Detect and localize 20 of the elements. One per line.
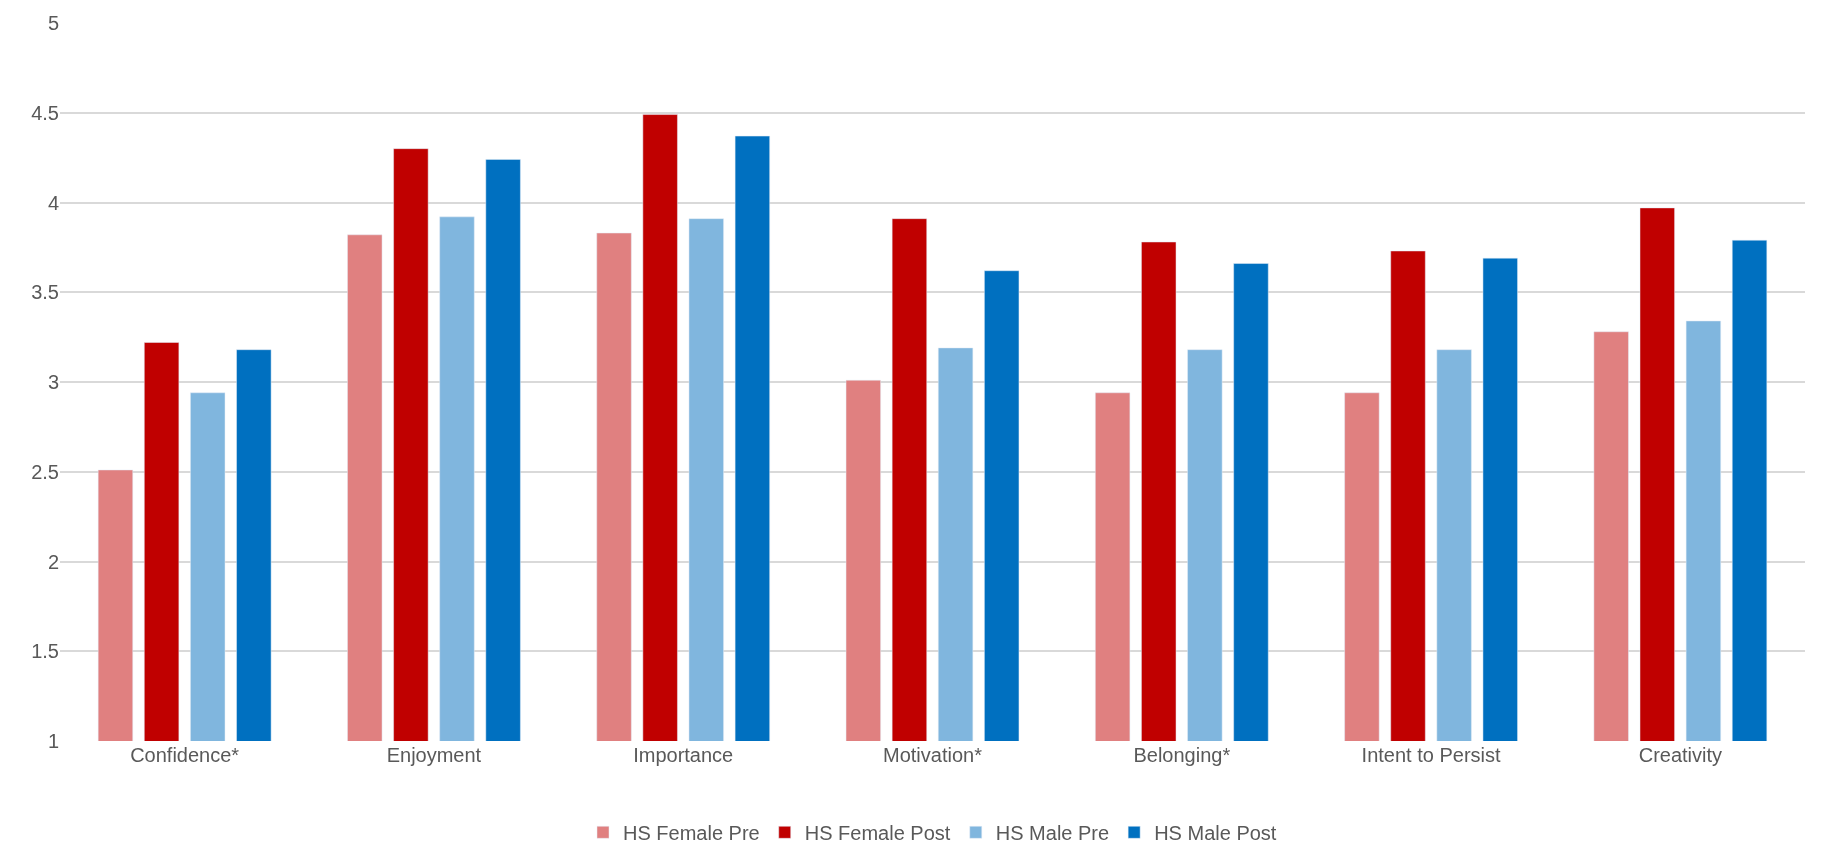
legend-label: HS Male Post [1154, 822, 1277, 845]
x-tick-label: Creativity [1638, 744, 1723, 766]
x-tick-label: Enjoyment [386, 744, 482, 766]
y-tick-label: 4 [47, 191, 59, 214]
y-tick-label: 3 [47, 371, 59, 393]
y-tick-label: 2.5 [31, 460, 59, 483]
legend-label: HS Female Post [804, 822, 951, 845]
y-tick-label: 1.5 [31, 640, 59, 663]
y-tick-label: 4.5 [31, 101, 59, 124]
y-tick-label: 1 [47, 730, 59, 752]
x-tick-label: Intent to Persist [1361, 744, 1501, 766]
y-tick-label: 3.5 [31, 281, 59, 304]
x-tick-label: Belonging* [1133, 744, 1231, 766]
legend-label: HS Female Pre [623, 822, 760, 845]
y-tick-label: 5 [47, 12, 59, 34]
x-tick-label: Motivation* [883, 744, 983, 766]
y-tick-label: 2 [47, 550, 59, 573]
x-tick-label: Importance [633, 744, 734, 766]
x-tick-label: Confidence* [130, 744, 240, 766]
legend-label: HS Male Pre [995, 822, 1110, 845]
